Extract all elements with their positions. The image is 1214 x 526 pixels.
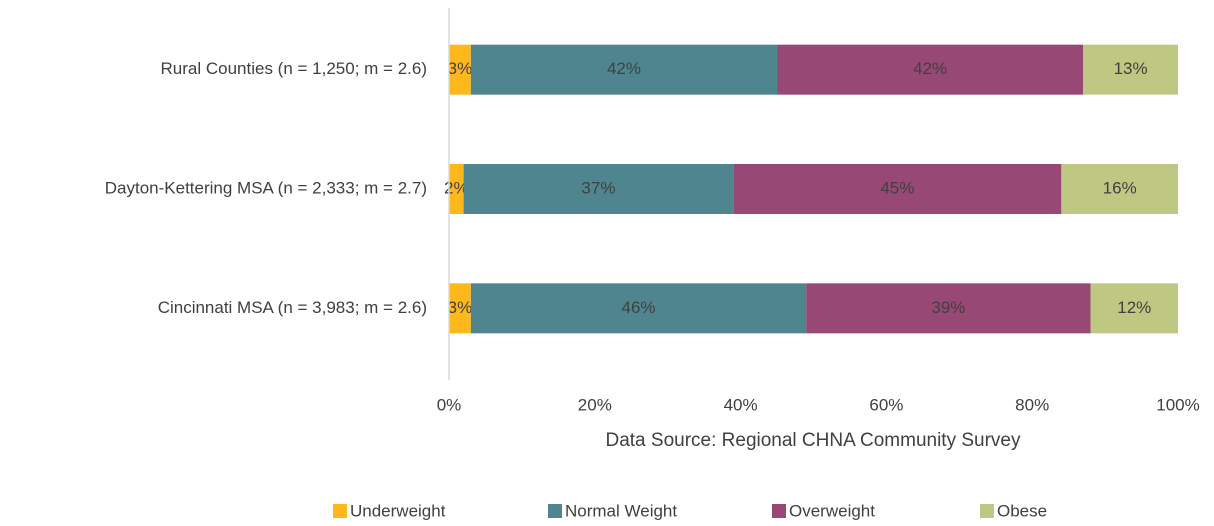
legend-swatch — [548, 504, 562, 518]
legend-label: Obese — [997, 501, 1047, 520]
legend-label: Underweight — [350, 501, 446, 520]
x-tick-label: 0% — [437, 395, 462, 414]
legend-swatch — [333, 504, 347, 518]
data-label: 45% — [880, 178, 914, 197]
bar-segment — [1090, 283, 1178, 334]
legend-swatch — [772, 504, 786, 518]
bar-segment — [449, 44, 471, 95]
data-label: 3% — [448, 298, 473, 317]
legend-label: Overweight — [789, 501, 875, 520]
data-label: 37% — [581, 178, 615, 197]
y-tick-label: Dayton-Kettering MSA (n = 2,333; m = 2.7… — [105, 178, 427, 197]
x-tick-label: 20% — [578, 395, 612, 414]
x-tick-label: 100% — [1156, 395, 1199, 414]
legend-label: Normal Weight — [565, 501, 677, 520]
x-tick-label: 40% — [724, 395, 758, 414]
legend-swatch — [980, 504, 994, 518]
data-label: 39% — [931, 298, 965, 317]
data-label: 16% — [1103, 178, 1137, 197]
y-tick-label: Rural Counties (n = 1,250; m = 2.6) — [161, 59, 427, 78]
bar-segment — [777, 44, 1084, 95]
bar-segment — [1083, 44, 1178, 95]
data-label: 3% — [448, 59, 473, 78]
bar-segment — [449, 283, 471, 334]
data-label: 42% — [607, 59, 641, 78]
bar-segment — [733, 164, 1062, 214]
bar-segment — [806, 283, 1091, 334]
x-tick-label: 80% — [1015, 395, 1049, 414]
data-label: 12% — [1117, 298, 1151, 317]
bar-segment — [470, 283, 807, 334]
bar-segment — [470, 44, 778, 95]
data-label: 13% — [1114, 59, 1148, 78]
data-label: 46% — [622, 298, 656, 317]
bar-segment — [463, 164, 734, 214]
bar-segment — [1061, 164, 1178, 214]
y-tick-label: Cincinnati MSA (n = 3,983; m = 2.6) — [158, 298, 427, 317]
x-tick-label: 60% — [869, 395, 903, 414]
bar-segment — [449, 164, 464, 214]
x-axis-label: Data Source: Regional CHNA Community Sur… — [605, 430, 1021, 451]
data-label: 42% — [913, 59, 947, 78]
data-label: 2% — [444, 178, 469, 197]
